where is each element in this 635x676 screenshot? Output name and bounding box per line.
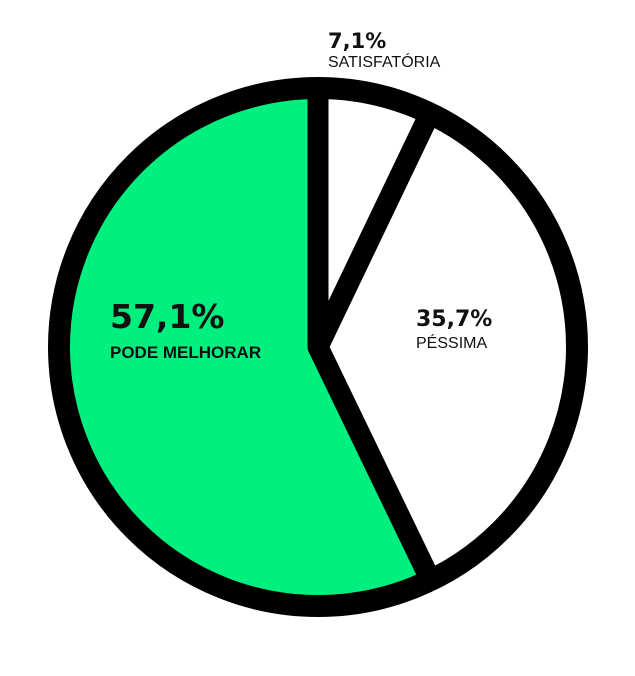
pie-center: [307, 336, 329, 358]
slice-separator: [308, 342, 441, 585]
slice-separators: [307, 88, 441, 585]
category-label-pode-melhorar: PODE MELHORAR: [110, 343, 261, 362]
category-label-satisfatoria: SATISFATÓRIA: [328, 52, 441, 71]
pie-slice-pode-melhorar: [58, 87, 431, 606]
slice-separator: [308, 108, 440, 352]
value-label-pessima: 35,7%: [416, 307, 492, 332]
value-label-satisfatoria: 7,1%: [328, 29, 386, 53]
value-label-pode-melhorar: 57,1%: [110, 297, 225, 336]
category-label-pessima: PÉSSIMA: [416, 333, 487, 352]
pie-outer-ring: [48, 77, 588, 617]
